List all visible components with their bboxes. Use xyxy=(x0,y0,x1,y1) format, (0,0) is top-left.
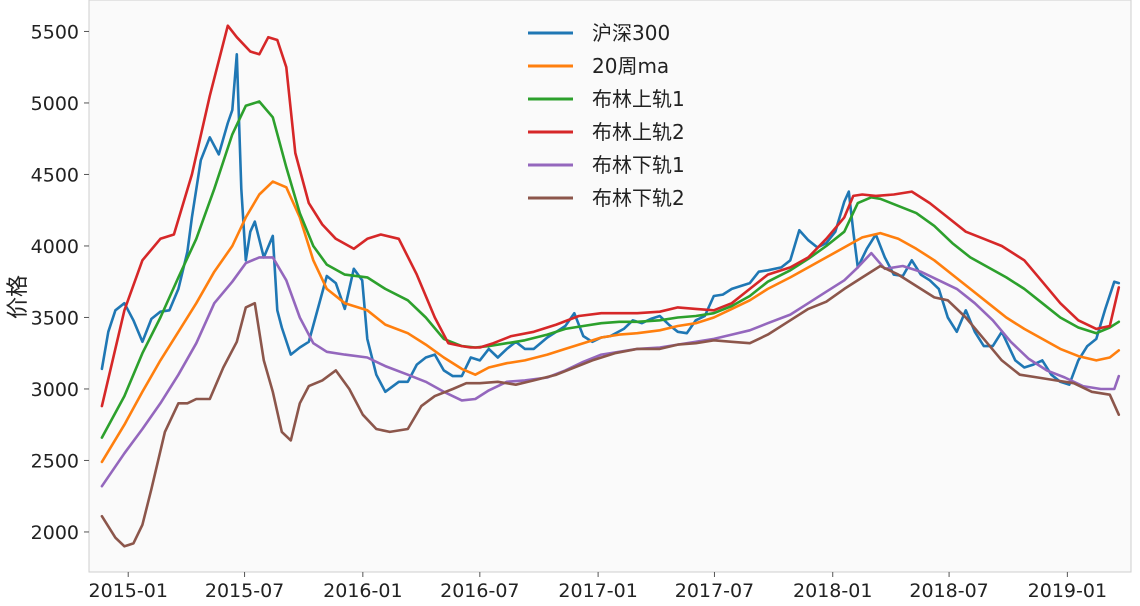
series-line-6 xyxy=(100,264,1121,548)
legend-label: 布林下轨2 xyxy=(592,186,685,210)
legend-label: 布林上轨2 xyxy=(592,120,685,144)
x-axis: 2015-01 2015-07 2016-01 2016-07 2017-01 2017-… xyxy=(89,572,1107,602)
y-tick-label: 5000 xyxy=(31,93,79,115)
legend-label: 20周ma xyxy=(592,54,669,78)
legend-label: 布林下轨1 xyxy=(592,153,685,177)
y-axis: 2000 2500 3000 3500 4000 4500 5000 5500 xyxy=(31,21,89,544)
x-tick-label: 2016-07 xyxy=(440,580,519,602)
x-tick-label: 2018-07 xyxy=(909,580,988,602)
y-tick-label: 5500 xyxy=(31,21,79,43)
series-lines xyxy=(100,24,1121,548)
x-tick-label: 2017-07 xyxy=(675,580,754,602)
plot-background xyxy=(88,0,1132,573)
series-line-4 xyxy=(100,24,1121,408)
y-tick-label: 4000 xyxy=(31,236,79,258)
x-tick-label: 2016-01 xyxy=(323,580,402,602)
legend-label: 沪深300 xyxy=(592,21,670,45)
y-tick-label: 3000 xyxy=(31,379,79,401)
series-line-5 xyxy=(100,251,1121,488)
y-tick-label: 3500 xyxy=(31,307,79,329)
y-axis-title: 价格 xyxy=(6,275,31,319)
x-tick-label: 2015-01 xyxy=(89,580,168,602)
series-line-2 xyxy=(100,180,1121,464)
legend-label: 布林上轨1 xyxy=(592,87,685,111)
x-tick-label: 2018-01 xyxy=(793,580,872,602)
y-tick-label: 4500 xyxy=(31,164,79,186)
y-tick-label: 2500 xyxy=(31,450,79,472)
x-tick-label: 2017-01 xyxy=(558,580,637,602)
legend: 沪深300 20周ma 布林上轨1 布林上轨2 布林下轨1 布林下轨2 xyxy=(528,21,685,210)
x-tick-label: 2019-01 xyxy=(1028,580,1107,602)
series-line-3 xyxy=(100,100,1121,439)
x-tick-label: 2015-07 xyxy=(205,580,284,602)
y-tick-label: 2000 xyxy=(31,522,79,544)
